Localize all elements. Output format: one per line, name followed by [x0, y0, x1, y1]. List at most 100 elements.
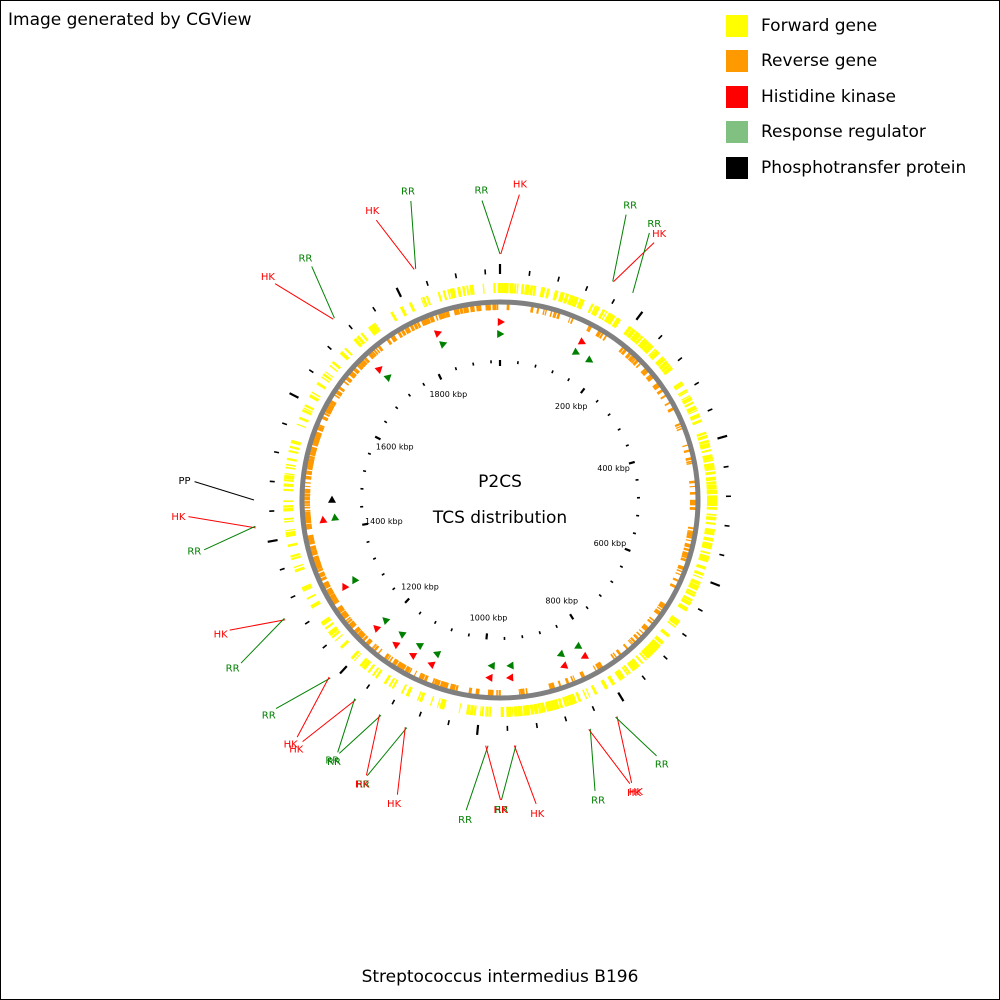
forward-gene-mark — [656, 358, 665, 366]
forward-gene-mark — [631, 658, 640, 668]
hk-marker — [392, 641, 401, 650]
forward-gene-mark — [311, 391, 321, 398]
forward-gene-mark — [692, 419, 703, 425]
forward-gene-mark — [539, 702, 545, 713]
ruler-tick — [404, 597, 410, 604]
forward-gene-mark — [690, 579, 701, 585]
outer-tick — [697, 608, 703, 612]
hk-marker — [373, 625, 382, 633]
outer-tick — [267, 538, 278, 543]
forward-gene-mark — [521, 284, 525, 295]
forward-gene-mark — [683, 595, 693, 602]
hk-marker — [427, 661, 436, 670]
forward-gene-mark — [685, 590, 696, 597]
ruler-tick-labels: 200 kbp 400 kbp 600 kbp 800 kbp 1000 kbp 1200… — [365, 390, 630, 623]
forward-gene-mark — [458, 703, 462, 714]
forward-gene-mark — [696, 431, 707, 437]
forward-gene-mark — [359, 657, 369, 668]
ruler-tick — [362, 469, 367, 473]
ruler-label: 1200 kbp — [401, 583, 439, 592]
rr-callout-line — [481, 200, 501, 255]
ruler-tick — [628, 460, 636, 465]
forward-gene-mark — [575, 692, 581, 703]
rr-marker — [439, 341, 448, 349]
rr-marker — [383, 374, 392, 383]
forward-gene-mark — [660, 363, 671, 373]
forward-gene-mark — [624, 326, 633, 336]
rr-callout-label: RR — [327, 757, 341, 768]
forward-gene-mark — [660, 628, 671, 638]
forward-gene-mark — [681, 396, 693, 404]
ruler-tick — [555, 624, 558, 629]
forward-gene-mark — [485, 706, 487, 717]
legend-item-histidine-kinase: Histidine kinase — [726, 79, 966, 115]
hk-marker — [497, 317, 505, 326]
forward-gene-mark — [688, 584, 699, 590]
rr-marker — [398, 631, 407, 639]
rr-callout-line — [612, 214, 627, 282]
forward-gene-mark — [513, 706, 516, 717]
forward-gene-mark — [545, 288, 551, 299]
forward-gene-mark — [531, 704, 535, 715]
hk-callout-label: HK — [365, 206, 380, 217]
hk-callout-line — [296, 676, 330, 738]
hk-callout-label: HK — [627, 788, 642, 799]
forward-gene-mark — [703, 459, 714, 463]
outer-tick-marks — [267, 264, 731, 735]
forward-gene-mark — [425, 295, 432, 306]
outer-tick — [372, 306, 377, 312]
hk-callout-label: HK — [652, 229, 667, 240]
outer-tick — [591, 705, 596, 712]
rr-marker — [585, 355, 594, 363]
hk-callout-label: HK — [629, 787, 644, 798]
forward-gene-mark — [516, 283, 519, 294]
hk-callout-line — [613, 242, 655, 283]
rr-callout-line — [203, 525, 256, 551]
forward-gene-mark — [557, 291, 564, 303]
forward-gene-mark — [311, 602, 321, 609]
rr-marker — [574, 641, 583, 649]
forward-gene-mark — [640, 340, 650, 350]
forward-gene-mark — [303, 407, 313, 413]
forward-gene-mark — [690, 578, 701, 584]
forward-gene-mark — [371, 667, 380, 677]
forward-gene-mark — [442, 290, 448, 301]
rr-callout-line — [632, 232, 650, 294]
ruler-tick — [392, 587, 396, 591]
forward-gene-mark — [621, 666, 629, 676]
rr-callout-line — [275, 677, 331, 709]
map-title: P2CS — [478, 472, 522, 492]
ruler-tick — [467, 633, 470, 637]
outer-tick — [528, 270, 531, 276]
forward-gene-mark — [706, 481, 717, 485]
ruler-tick — [538, 630, 541, 635]
hk-callout-label: HK — [261, 272, 276, 283]
forward-gene-mark — [557, 698, 564, 709]
map-subtitle: TCS distribution — [432, 508, 568, 528]
forward-gene-mark — [706, 513, 717, 516]
rr-marker — [382, 617, 391, 626]
forward-gene-mark — [649, 349, 658, 359]
forward-gene-mark — [649, 641, 659, 651]
forward-gene-mark — [473, 705, 477, 716]
legend-label-rr: Response regulator — [761, 122, 926, 143]
outer-tick — [425, 280, 429, 287]
rr-callout-label: RR — [226, 663, 240, 674]
forward-gene-mark — [702, 541, 713, 546]
ruler-tick — [381, 572, 385, 576]
forward-gene-mark — [698, 554, 710, 561]
hk-marker — [485, 673, 493, 682]
rr-callout-line — [410, 200, 417, 269]
forward-gene-mark — [420, 297, 426, 308]
outer-tick — [557, 276, 560, 282]
outer-tick — [717, 434, 728, 440]
forward-gene-mark — [627, 662, 635, 672]
forward-gene-mark — [298, 416, 309, 423]
ruler-tick — [579, 387, 586, 394]
rr-marker — [331, 513, 340, 521]
forward-gene-mark — [524, 284, 528, 295]
forward-gene-mark — [301, 409, 313, 416]
forward-gene-mark — [294, 566, 305, 572]
forward-gene-mark — [533, 703, 537, 715]
